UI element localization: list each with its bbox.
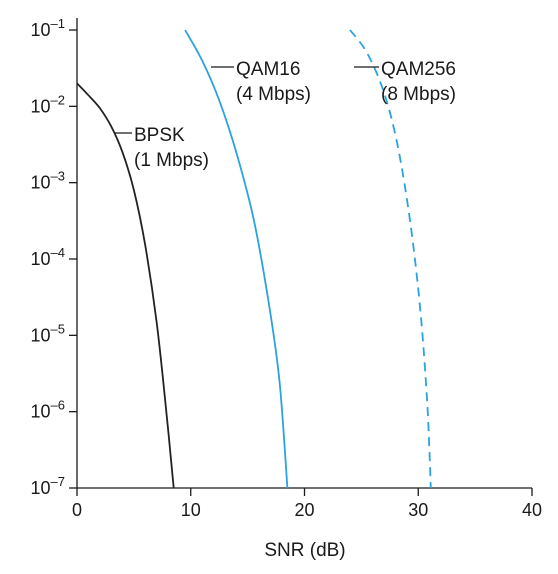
x-tick-label: 10 [181,500,201,520]
x-tick-label: 0 [72,500,82,520]
series-group [76,29,432,489]
series-line-qam256 [349,29,432,489]
x-tick-label: 40 [522,500,542,520]
series-labels: BPSK (1 Mbps) QAM16 (4 Mbps) QAM256 (8 Mbps) [115,59,456,171]
y-tick-label: 10–4 [31,245,66,269]
series-name-bpsk: BPSK [134,125,185,146]
ticks: 10–1 10–2 10–3 10–4 10–5 10–6 10–7 0 10 20 30 40 [31,16,543,520]
series-rate-qam16: (4 Mbps) [236,84,311,105]
series-line-qam16 [184,29,289,489]
x-tick-label: 20 [294,500,314,520]
series-name-qam256: QAM256 [381,59,456,80]
y-tick-label: 10–1 [31,16,66,40]
y-tick-label: 10–5 [31,321,66,345]
series-name-qam16: QAM16 [236,59,300,80]
x-axis-label: SNR (dB) [264,540,345,561]
series-rate-bpsk: (1 Mbps) [134,150,209,171]
y-tick-label: 10–6 [31,398,66,422]
y-tick-label: 10–7 [31,474,66,498]
series-rate-qam256: (8 Mbps) [381,84,456,105]
y-tick-label: 10–3 [31,169,66,193]
series-line-bpsk [76,82,175,489]
x-tick-label: 30 [408,500,428,520]
y-tick-label: 10–2 [31,92,66,116]
